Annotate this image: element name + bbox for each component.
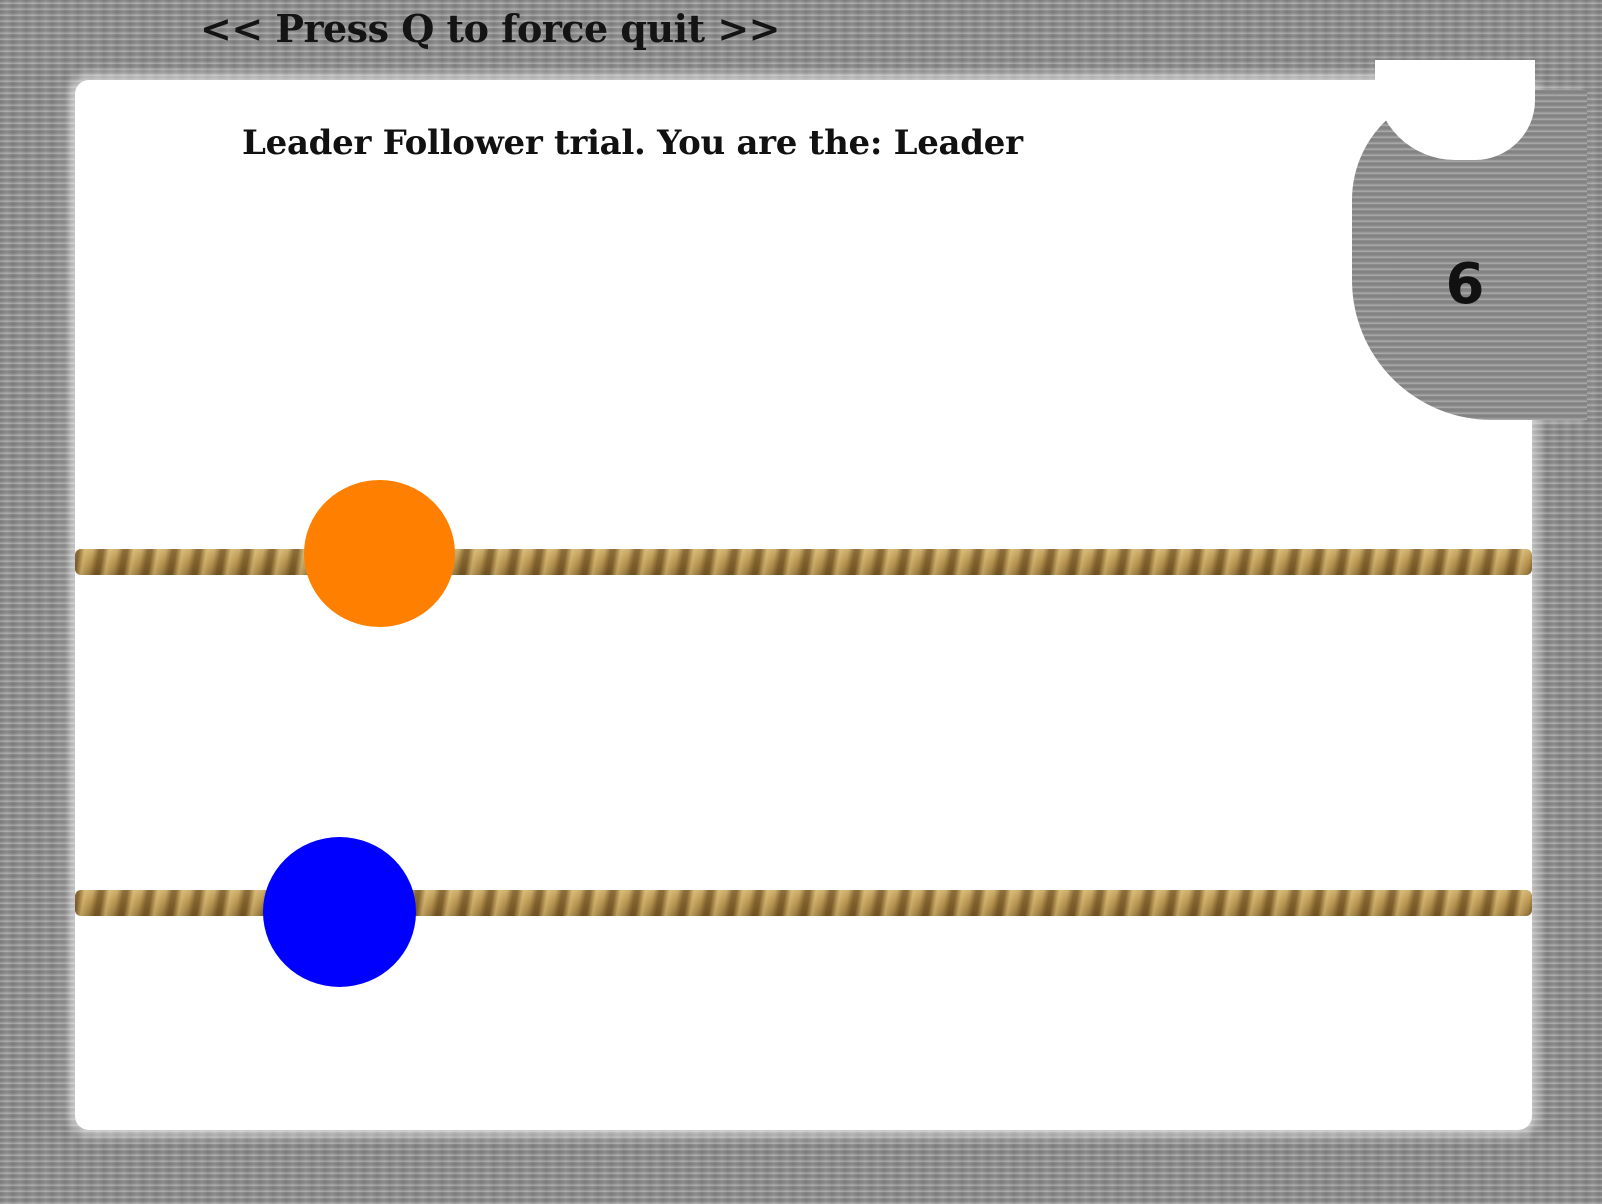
trial-counter: 6 — [1445, 252, 1485, 317]
top-rope-track — [75, 549, 1532, 575]
orange-ball[interactable] — [304, 480, 455, 627]
force-quit-hint: << Press Q to force quit >> — [200, 6, 781, 51]
blue-ball[interactable] — [263, 837, 416, 987]
trial-instruction: Leader Follower trial. You are the: Lead… — [242, 123, 1023, 163]
